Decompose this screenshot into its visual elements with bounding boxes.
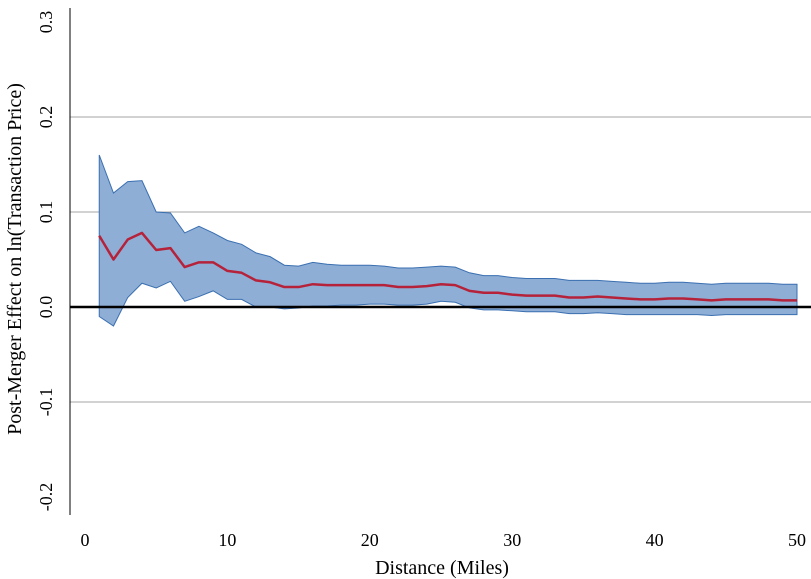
y-axis-label: Post-Merger Effect on ln(Transaction Pri…	[4, 83, 26, 435]
x-tick-label: 30	[503, 530, 521, 550]
y-tick-label: -0.2	[36, 483, 56, 512]
estimate-line	[98, 231, 797, 302]
y-tick-labels: -0.2 -0.1 0.0 0.1 0.2 0.3	[36, 11, 56, 512]
y-tick-label: 0.1	[36, 201, 56, 224]
x-tick-labels: 0 10 20 30 40 50	[81, 530, 807, 550]
x-tick-label: 40	[646, 530, 664, 550]
y-tick-label: 0.2	[36, 106, 56, 129]
y-tick-label: 0.0	[36, 296, 56, 319]
x-axis-label: Distance (Miles)	[375, 557, 509, 579]
x-tick-label: 20	[361, 530, 379, 550]
y-tick-label: -0.1	[36, 388, 56, 417]
confidence-band	[98, 154, 798, 327]
estimate-series-line	[98, 231, 797, 302]
x-tick-label: 50	[788, 530, 806, 550]
y-tick-label: 0.3	[36, 11, 56, 34]
x-tick-label: 0	[81, 530, 90, 550]
gridlines	[70, 116, 811, 403]
x-tick-label: 10	[218, 530, 236, 550]
confidence-band-area	[98, 154, 798, 327]
